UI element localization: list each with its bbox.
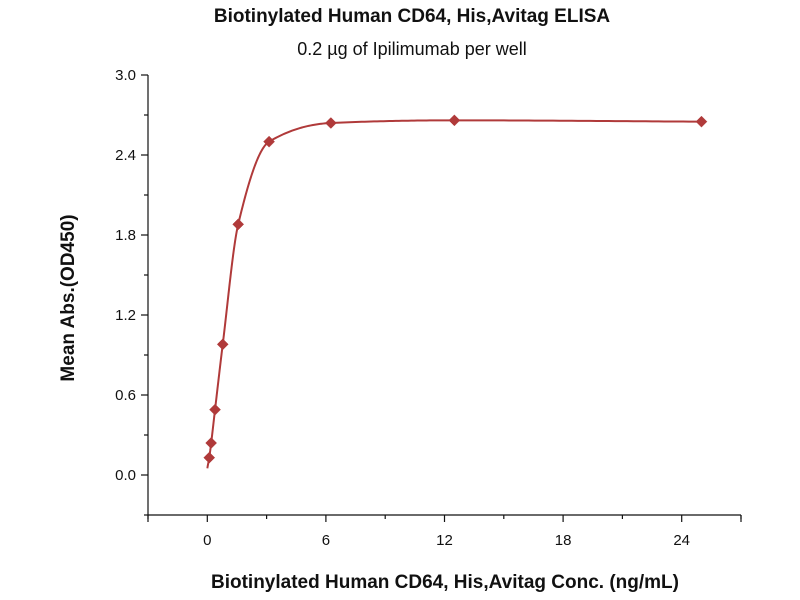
fit-curve	[206, 119, 702, 469]
x-tick-label: 6	[322, 532, 330, 549]
x-tick-label: 24	[673, 532, 690, 549]
data-points	[203, 114, 708, 464]
x-tick-label: 12	[436, 532, 453, 549]
data-point	[695, 115, 708, 128]
data-point	[232, 218, 245, 231]
data-point	[205, 437, 218, 449]
x-tick-label: 18	[555, 532, 572, 549]
y-tick-label: 3.0	[115, 67, 136, 84]
chart-subtitle: 0.2 µg of Ipilimumab per well	[297, 39, 526, 59]
y-tick-label: 1.2	[115, 307, 136, 324]
chart-title: Biotinylated Human CD64, His,Avitag ELIS…	[214, 6, 611, 27]
data-point	[263, 135, 275, 148]
y-tick-label: 0.0	[115, 467, 136, 484]
fit-line	[206, 119, 702, 469]
y-tick-label: 2.4	[115, 147, 136, 164]
x-tick-label: 0	[203, 532, 211, 549]
y-tick-label: 1.8	[115, 227, 136, 244]
x-axis-label: Biotinylated Human CD64, His,Avitag Conc…	[211, 572, 679, 593]
data-point	[324, 117, 337, 129]
y-tick-label: 0.6	[115, 387, 136, 404]
data-point	[209, 403, 221, 416]
data-point	[203, 451, 216, 464]
data-point	[448, 114, 461, 127]
y-axis-label: Mean Abs.(OD450)	[58, 214, 79, 381]
axes: 0.0 0.6 1.2 1.8 2.4 3.0 0 6 12 18 24	[115, 67, 742, 549]
data-point	[216, 338, 229, 351]
